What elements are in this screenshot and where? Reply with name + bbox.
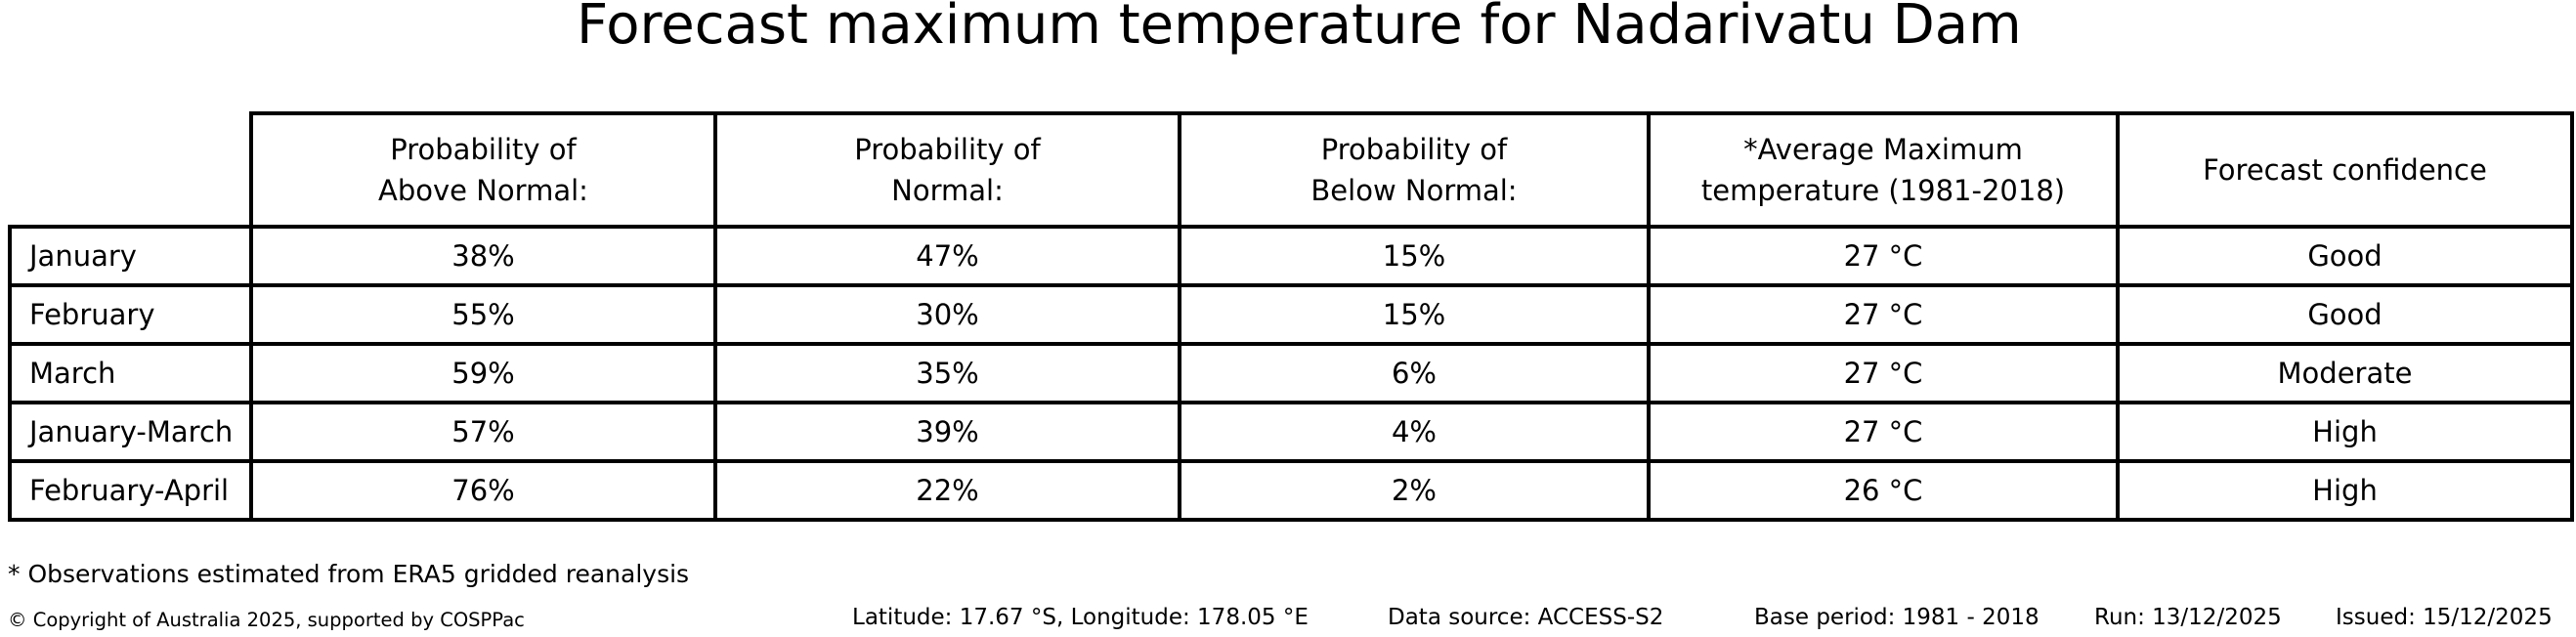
table-cell: 6% (1178, 342, 1651, 404)
table-cell: 38% (249, 225, 717, 287)
column-header-normal: Probability of Normal: (713, 111, 1181, 229)
base-period-text: Base period: 1981 - 2018 (1754, 605, 2039, 630)
forecast-table: Probability of Above Normal: Probability… (8, 111, 2574, 522)
page-title: Forecast maximum temperature for Nadariv… (577, 0, 2022, 57)
table-body: January 38% 47% 15% 27 °C Good February 55% 30% 1… (8, 225, 2574, 522)
table-cell: High (2116, 401, 2574, 463)
table-cell: 30% (713, 283, 1181, 346)
issued-date-text: Issued: 15/12/2025 (2336, 605, 2553, 630)
table-row: January 38% 47% 15% 27 °C Good (8, 225, 2574, 287)
table-row: February 55% 30% 15% 27 °C Good (8, 283, 2574, 346)
table-row: March 59% 35% 6% 27 °C Moderate (8, 342, 2574, 404)
table-cell: 39% (713, 401, 1181, 463)
table-row: February-April 76% 22% 2% 26 °C High (8, 459, 2574, 522)
table-row: January-March 57% 39% 4% 27 °C High (8, 401, 2574, 463)
table-cell: 55% (249, 283, 717, 346)
copyright-text: © Copyright of Australia 2025, supported… (8, 609, 525, 631)
table-cell: 76% (249, 459, 717, 522)
column-header-above-normal: Probability of Above Normal: (249, 111, 717, 229)
table-cell: 59% (249, 342, 717, 404)
table-cell: 27 °C (1647, 401, 2120, 463)
run-date-text: Run: 13/12/2025 (2094, 605, 2282, 630)
row-label: February-April (8, 459, 253, 522)
data-source-text: Data source: ACCESS-S2 (1388, 605, 1664, 630)
table-cell: Good (2116, 225, 2574, 287)
table-cell: 22% (713, 459, 1181, 522)
row-label: March (8, 342, 253, 404)
table-cell: 47% (713, 225, 1181, 287)
table-cell: 57% (249, 401, 717, 463)
column-header-forecast-confidence: Forecast confidence (2116, 111, 2574, 229)
column-header-average-max-temperature: *Average Maximum temperature (1981-2018) (1647, 111, 2120, 229)
table-cell: 26 °C (1647, 459, 2120, 522)
table-cell: 27 °C (1647, 342, 2120, 404)
table-cell: 4% (1178, 401, 1651, 463)
table-cell: Moderate (2116, 342, 2574, 404)
row-label: February (8, 283, 253, 346)
lat-lon-text: Latitude: 17.67 °S, Longitude: 178.05 °E (852, 605, 1309, 630)
header-row: Probability of Above Normal: Probability… (10, 111, 2574, 229)
row-label: January-March (8, 401, 253, 463)
table-cell: 15% (1178, 283, 1651, 346)
corner-cell (10, 113, 251, 227)
table-cell: 27 °C (1647, 225, 2120, 287)
table-cell: High (2116, 459, 2574, 522)
table-cell: Good (2116, 283, 2574, 346)
table-cell: 27 °C (1647, 283, 2120, 346)
footnote: * Observations estimated from ERA5 gridd… (8, 560, 690, 588)
row-label: January (8, 225, 253, 287)
table-cell: 35% (713, 342, 1181, 404)
table-cell: 2% (1178, 459, 1651, 522)
table-cell: 15% (1178, 225, 1651, 287)
column-header-below-normal: Probability of Below Normal: (1178, 111, 1651, 229)
